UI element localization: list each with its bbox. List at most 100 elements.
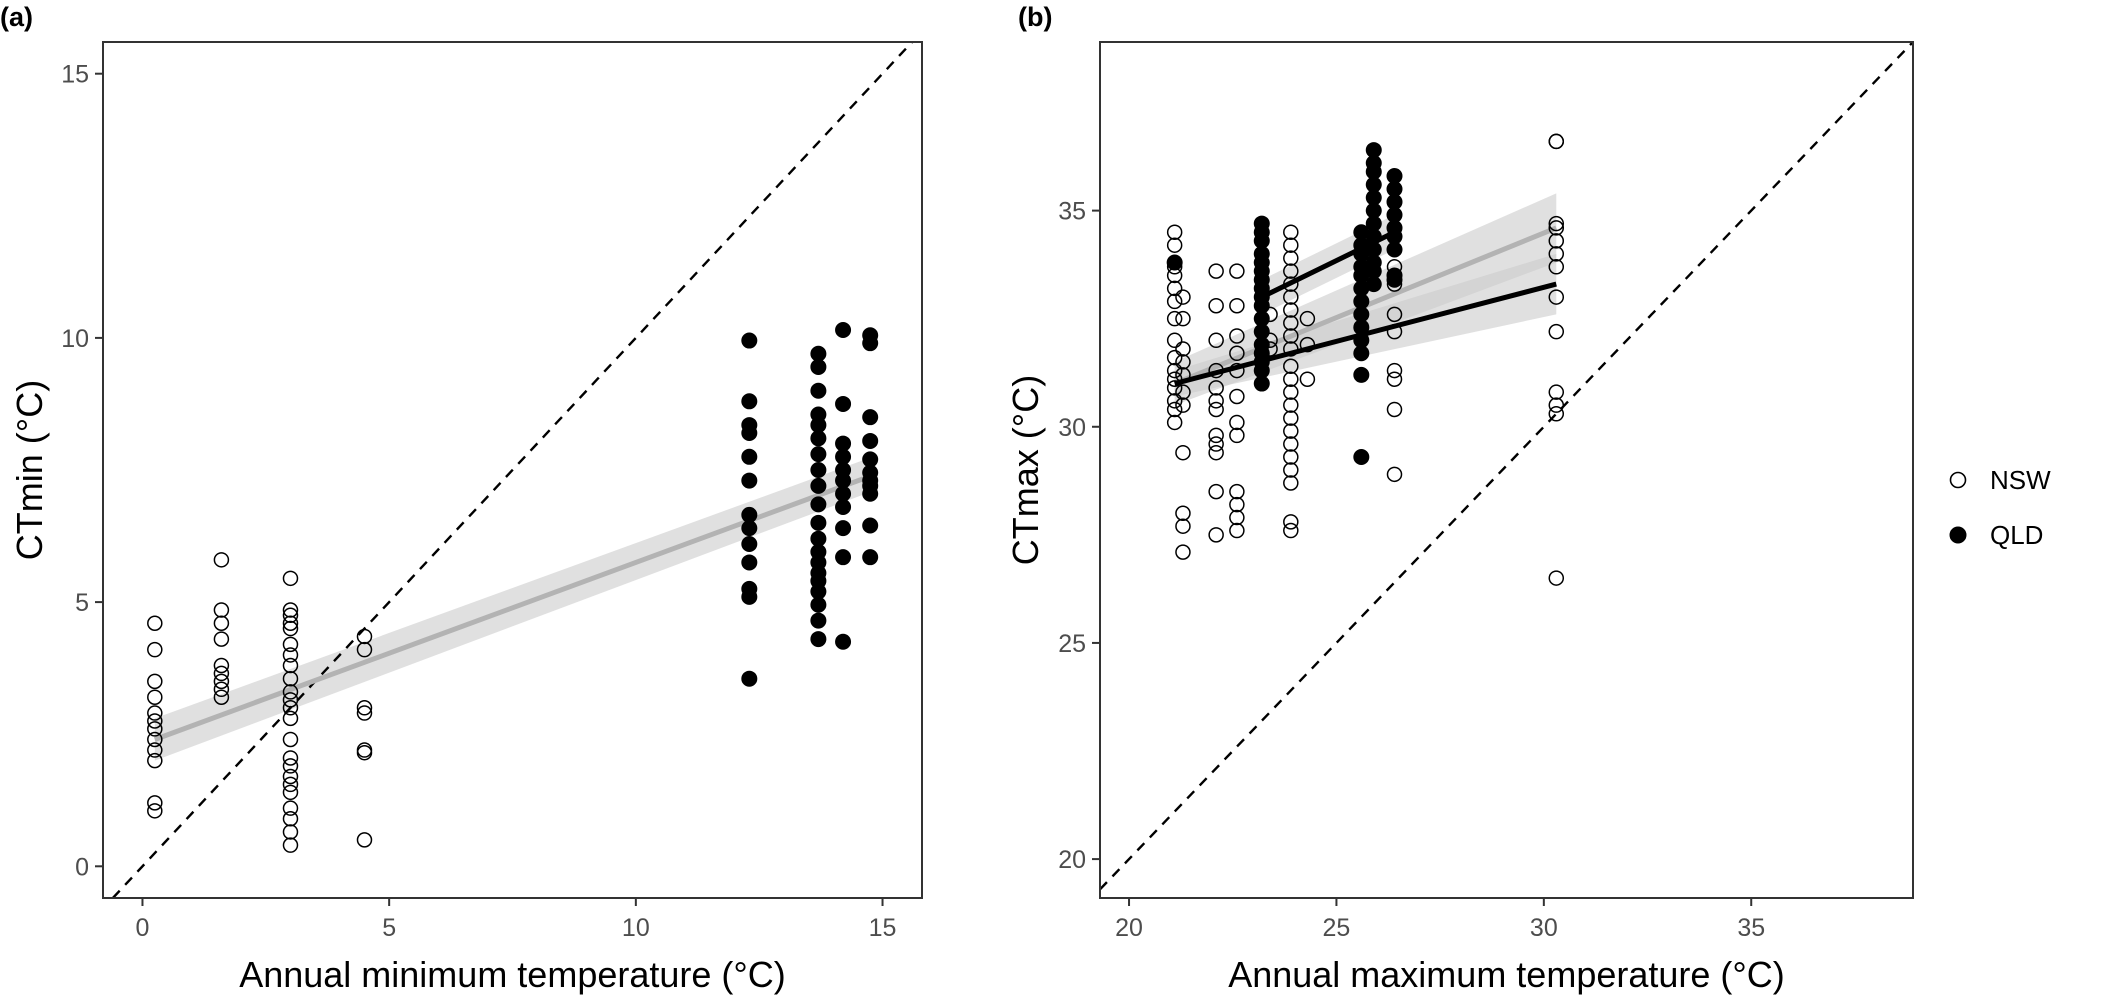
qld-point [741, 670, 758, 687]
nsw-point [1548, 133, 1565, 150]
nsw-point [1283, 514, 1299, 530]
nsw-point [356, 628, 373, 645]
x-tick-label: 25 [1323, 914, 1351, 942]
qld-point [835, 633, 852, 650]
nsw-point [1208, 362, 1224, 379]
qld-point [835, 321, 852, 338]
qld-point [741, 425, 758, 442]
panel-b-reference-line [1099, 41, 1914, 891]
nsw-point [1175, 310, 1191, 327]
nsw-point [1229, 328, 1245, 344]
nsw-point [1229, 414, 1245, 431]
nsw-point [1299, 310, 1316, 327]
x-tick-label: 10 [622, 914, 650, 942]
x-tick-label: 5 [382, 914, 396, 942]
qld-point [810, 358, 827, 375]
nsw-point [1283, 410, 1299, 426]
qld-point [1166, 254, 1183, 271]
nsw-point [1283, 436, 1299, 452]
y-tick-label: 0 [75, 853, 89, 881]
nsw-point [1283, 358, 1299, 374]
nsw-point [213, 689, 230, 705]
nsw-point [1208, 380, 1224, 396]
nsw-point [1175, 444, 1191, 461]
nsw-point [213, 681, 230, 698]
nsw-point [1548, 323, 1565, 340]
nsw-point [147, 673, 163, 690]
nsw-point [147, 795, 163, 811]
nsw-point [1229, 297, 1245, 314]
nsw-point [213, 552, 230, 568]
nsw-point [282, 768, 299, 785]
nsw-point [1229, 427, 1245, 444]
nsw-point [1166, 267, 1183, 284]
nsw-point [1208, 483, 1224, 500]
nsw-point [282, 657, 299, 674]
nsw-point [147, 803, 163, 819]
nsw-point [1283, 276, 1299, 292]
nsw-point [1283, 328, 1299, 344]
nsw-point [1283, 462, 1299, 478]
nsw-point [1166, 224, 1183, 240]
nsw-point [282, 776, 299, 793]
nsw-point [282, 837, 299, 853]
nsw-point [1283, 302, 1299, 318]
panel-b: (b) 20 25 30 35 20 25 30 35 Annual maximum temp… [1005, 2, 1914, 995]
nsw-point [1208, 263, 1224, 279]
panel-b-label: (b) [1018, 2, 1052, 32]
nsw-point [1166, 362, 1183, 379]
nsw-point [1548, 233, 1565, 249]
nsw-point [213, 673, 230, 690]
qld-point [810, 496, 827, 513]
nsw-point [1548, 384, 1565, 400]
nsw-point [1166, 414, 1183, 431]
nsw-point [282, 684, 299, 700]
legend-qld-label: QLD [1990, 520, 2043, 550]
nsw-point [1229, 483, 1245, 500]
qld-point [862, 485, 879, 502]
panel-a-x-axis-title: Annual minimum temperature (°C) [239, 954, 786, 995]
qld-point [741, 448, 758, 465]
qld-point [741, 535, 758, 552]
nsw-point [1283, 384, 1299, 400]
nsw-point [147, 752, 163, 769]
panel-a-reference-line [111, 41, 914, 899]
nsw-point [147, 641, 163, 658]
nsw-point [356, 832, 373, 848]
qld-point [741, 332, 758, 349]
nsw-point [1175, 397, 1191, 413]
panel-a-label: (a) [0, 2, 33, 32]
nsw-point [1283, 522, 1299, 539]
nsw-point [147, 713, 163, 729]
qld-point [810, 462, 827, 478]
qld-point [1353, 345, 1370, 362]
qld-point [810, 382, 827, 399]
nsw-point [1175, 544, 1191, 560]
panel-a-y-axis-title: CTmin (°C) [9, 380, 50, 560]
nsw-point [356, 705, 373, 721]
qld-point [810, 514, 827, 531]
nsw-point [1175, 341, 1191, 357]
nsw-point [1208, 393, 1224, 409]
nsw-point [282, 636, 299, 653]
nsw-point [1386, 466, 1403, 483]
nsw-point [1208, 401, 1224, 418]
nsw-point [282, 602, 299, 618]
qld-point [810, 446, 827, 463]
qld-point [741, 588, 758, 605]
nsw-point [1283, 263, 1299, 279]
qld-point [835, 395, 852, 412]
nsw-point [213, 615, 230, 631]
nsw-point [282, 607, 299, 624]
nsw-point [1283, 250, 1299, 266]
nsw-point [1386, 323, 1403, 340]
nsw-point [1548, 259, 1565, 275]
y-tick-label: 30 [1058, 414, 1086, 442]
qld-point [741, 520, 758, 537]
x-tick-label: 30 [1530, 914, 1558, 942]
nsw-point [1283, 224, 1299, 240]
nsw-point [1283, 371, 1299, 387]
nsw-point [1175, 505, 1191, 521]
nsw-point [1299, 371, 1316, 387]
